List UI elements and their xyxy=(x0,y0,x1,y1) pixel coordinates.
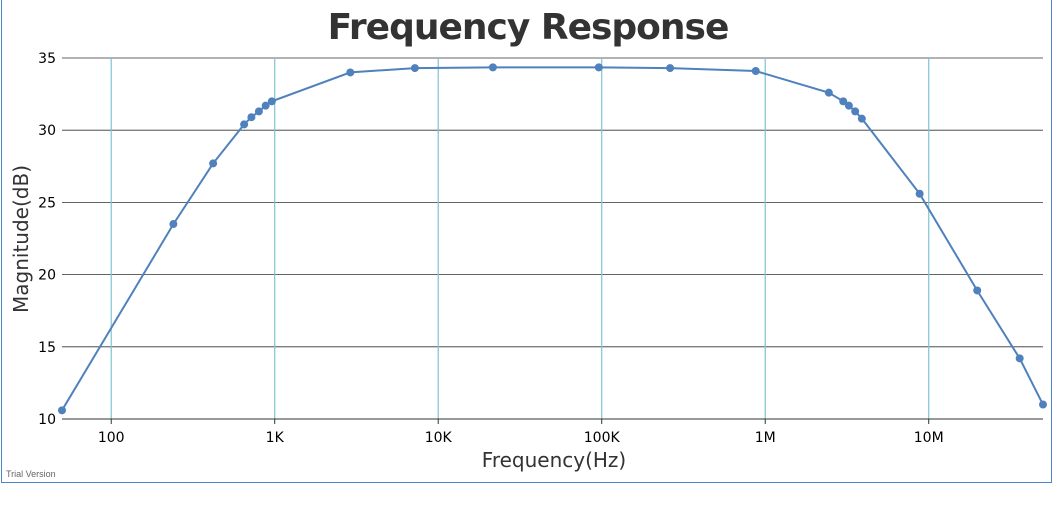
data-point xyxy=(267,97,276,106)
trial-watermark: Trial Version xyxy=(6,469,56,479)
y-axis-title: Magnitude(dB) xyxy=(9,165,33,313)
data-point xyxy=(666,64,675,73)
x-axis-title: Frequency(Hz) xyxy=(482,448,626,472)
x-tick-label: 100 xyxy=(98,430,125,446)
data-point xyxy=(839,97,848,106)
data-point xyxy=(915,189,924,198)
y-tick-label: 20 xyxy=(38,268,56,284)
data-point xyxy=(247,113,256,122)
data-point xyxy=(58,406,66,415)
grid-layer xyxy=(62,57,1043,424)
data-point xyxy=(1015,354,1024,363)
x-tick-label: 10K xyxy=(425,430,453,446)
y-tick-label: 30 xyxy=(38,123,56,139)
data-point xyxy=(169,220,178,229)
data-point xyxy=(254,107,263,116)
y-tick-label: 25 xyxy=(38,195,56,211)
data-point xyxy=(824,88,833,97)
data-point xyxy=(240,120,249,129)
data-point xyxy=(857,114,866,123)
y-tick-label: 15 xyxy=(38,340,56,356)
data-point xyxy=(973,286,982,295)
series-line xyxy=(61,66,1044,411)
data-point xyxy=(851,107,860,116)
x-tick-label: 100K xyxy=(584,430,621,446)
data-point xyxy=(410,64,419,73)
series-layer xyxy=(58,63,1047,415)
data-point xyxy=(751,66,760,75)
tick-labels: 10 15 20 25 30 35 100 1K 10K 100K 1M 10M xyxy=(38,51,943,446)
chart-frame: Frequency Response 10 15 20 25 30 35 100 1K 10K 1… xyxy=(1,0,1052,483)
data-point xyxy=(488,63,497,72)
y-tick-label: 35 xyxy=(38,51,56,67)
data-point xyxy=(1039,400,1047,409)
x-tick-label: 1K xyxy=(266,430,285,446)
y-tick-label: 10 xyxy=(38,412,56,428)
x-tick-label: 1M xyxy=(755,430,776,446)
data-point xyxy=(209,159,218,168)
data-point xyxy=(346,68,355,77)
data-point xyxy=(261,101,270,110)
chart-title: Frequency Response xyxy=(328,7,729,48)
data-point xyxy=(594,63,603,72)
data-point xyxy=(844,101,853,110)
x-tick-label: 10M xyxy=(914,430,944,446)
